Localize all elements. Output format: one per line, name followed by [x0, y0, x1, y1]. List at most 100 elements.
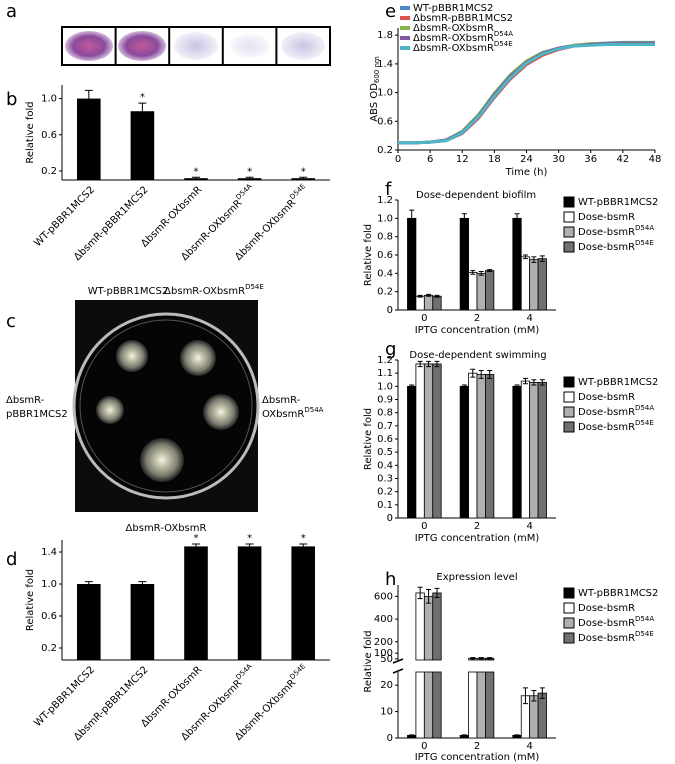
y-tick-label: 0 [387, 733, 393, 744]
legend-label-text: Dose-bsmR [578, 392, 635, 403]
x-tick-label: 48 [649, 154, 662, 165]
legend-label: Dose-bsmR [578, 392, 635, 403]
x-tick-label: 4 [526, 521, 532, 532]
error-bar [426, 589, 432, 604]
y-tick-label: 100 [374, 648, 393, 659]
legend-label: ΔbsmR-OXbsmRD54E [413, 40, 513, 54]
legend-swatch [563, 587, 575, 599]
panel-label: c [6, 311, 16, 332]
y-tick-label: 10 [380, 707, 393, 718]
legend-label: Dose-bsmR [578, 603, 635, 614]
plate-label: WT-pBBR1MCS2 [88, 286, 168, 297]
error-bar [531, 689, 537, 702]
legend-label-sup: D54E [494, 40, 513, 48]
bar [415, 295, 425, 311]
bar-upper-part [423, 595, 434, 661]
x-tick-label: 0 [421, 313, 427, 324]
y-axis-label: Relative fold [25, 101, 36, 163]
error-bar [417, 360, 423, 368]
x-axis-label: IPTG concentration (mM) [415, 533, 540, 544]
error-bar [245, 176, 254, 180]
y-axis-label: Relative fold [363, 630, 374, 692]
y-axis-label-text: ABS OD [369, 83, 380, 122]
x-tick-label: 12 [456, 154, 469, 165]
y-axis-label-sup: 600 nm [373, 56, 381, 83]
legend-label-text: WT-pBBR1MCS2 [578, 377, 658, 388]
y-tick-label: 50 [380, 654, 393, 665]
legend-label-sup: D54E [635, 630, 654, 638]
error-bar [426, 293, 432, 297]
bar [529, 381, 539, 519]
panel-label: f [385, 179, 392, 200]
legend-label: Dose-bsmRD54E [578, 419, 654, 433]
chart-title: Dose-dependent swimming [409, 350, 546, 361]
error-bar [299, 543, 308, 550]
series-line [398, 40, 655, 145]
y-tick-label: 0.6 [41, 130, 57, 141]
plate-label: ΔbsmR- [6, 395, 45, 406]
error-bar [299, 176, 308, 180]
plate-label-text: ΔbsmR- [262, 395, 301, 406]
y-tick-label: 400 [374, 614, 393, 625]
legend-swatch [563, 196, 575, 208]
plate-label: ΔbsmR-OXbsmR [126, 523, 207, 534]
error-bar [84, 581, 93, 587]
error-bar [84, 89, 93, 108]
error-bar [487, 269, 493, 272]
bar [423, 294, 434, 311]
y-tick-label: 1.8 [377, 30, 393, 41]
bar [537, 692, 547, 739]
y-axis-label: ABS OD600 nm [369, 56, 381, 122]
y-tick-label: 0.6 [41, 611, 57, 622]
bar [407, 385, 417, 519]
bar [529, 695, 539, 739]
bar [77, 584, 101, 660]
legend-label: WT-pBBR1MCS2 [413, 3, 493, 14]
error-bar [138, 581, 147, 587]
bar [512, 217, 522, 311]
axis-break [392, 658, 404, 674]
error-bar [434, 360, 440, 368]
significance: * [301, 533, 306, 544]
y-tick-label: 0.3 [377, 474, 393, 485]
plate-label-text: pBBR1MCS2 [6, 409, 68, 420]
y-tick-label: 0.2 [377, 487, 393, 498]
legend-label-text: Dose-bsmR [578, 227, 635, 238]
legend-label: Dose-bsmRD54A [578, 404, 654, 418]
legend-label-text: Dose-bsmR [578, 603, 635, 614]
bar [512, 385, 522, 519]
y-tick-label: 0.7 [377, 421, 393, 432]
series-line [398, 42, 655, 145]
x-tick-label: 0 [421, 521, 427, 532]
error-bar [409, 209, 415, 228]
plate-label-text: ΔbsmR-OXbsmR [164, 286, 245, 297]
x-tick-label-sup: D54E [288, 182, 307, 201]
legend-label-sup: D54A [635, 615, 654, 623]
y-tick-label: 0.2 [377, 287, 393, 298]
error-bar [478, 370, 484, 379]
bar [130, 111, 155, 180]
plate-photo [72, 300, 260, 512]
legend-label-sup: D54E [635, 239, 654, 247]
plate-label-sup: D54A [304, 406, 323, 414]
panel-label: b [6, 89, 17, 110]
bar [537, 258, 547, 311]
x-axis-label: IPTG concentration (mM) [415, 325, 540, 336]
y-tick-label: 0.4 [377, 460, 393, 471]
y-tick-label: 0 [387, 513, 393, 524]
error-bar [461, 384, 467, 389]
error-bar [192, 543, 200, 550]
bar [415, 363, 425, 519]
bar-lower-part [423, 671, 434, 739]
series-line [398, 43, 655, 145]
error-bar [461, 213, 467, 224]
legend-swatch [563, 241, 575, 253]
y-tick-label: 20 [380, 680, 393, 691]
panel-label: e [385, 1, 396, 22]
significance: * [247, 533, 252, 544]
legend-swatch [563, 226, 575, 238]
x-tick-label-sup: D54A [234, 662, 253, 681]
bar-lower-part [485, 671, 495, 739]
error-bar [539, 379, 545, 386]
